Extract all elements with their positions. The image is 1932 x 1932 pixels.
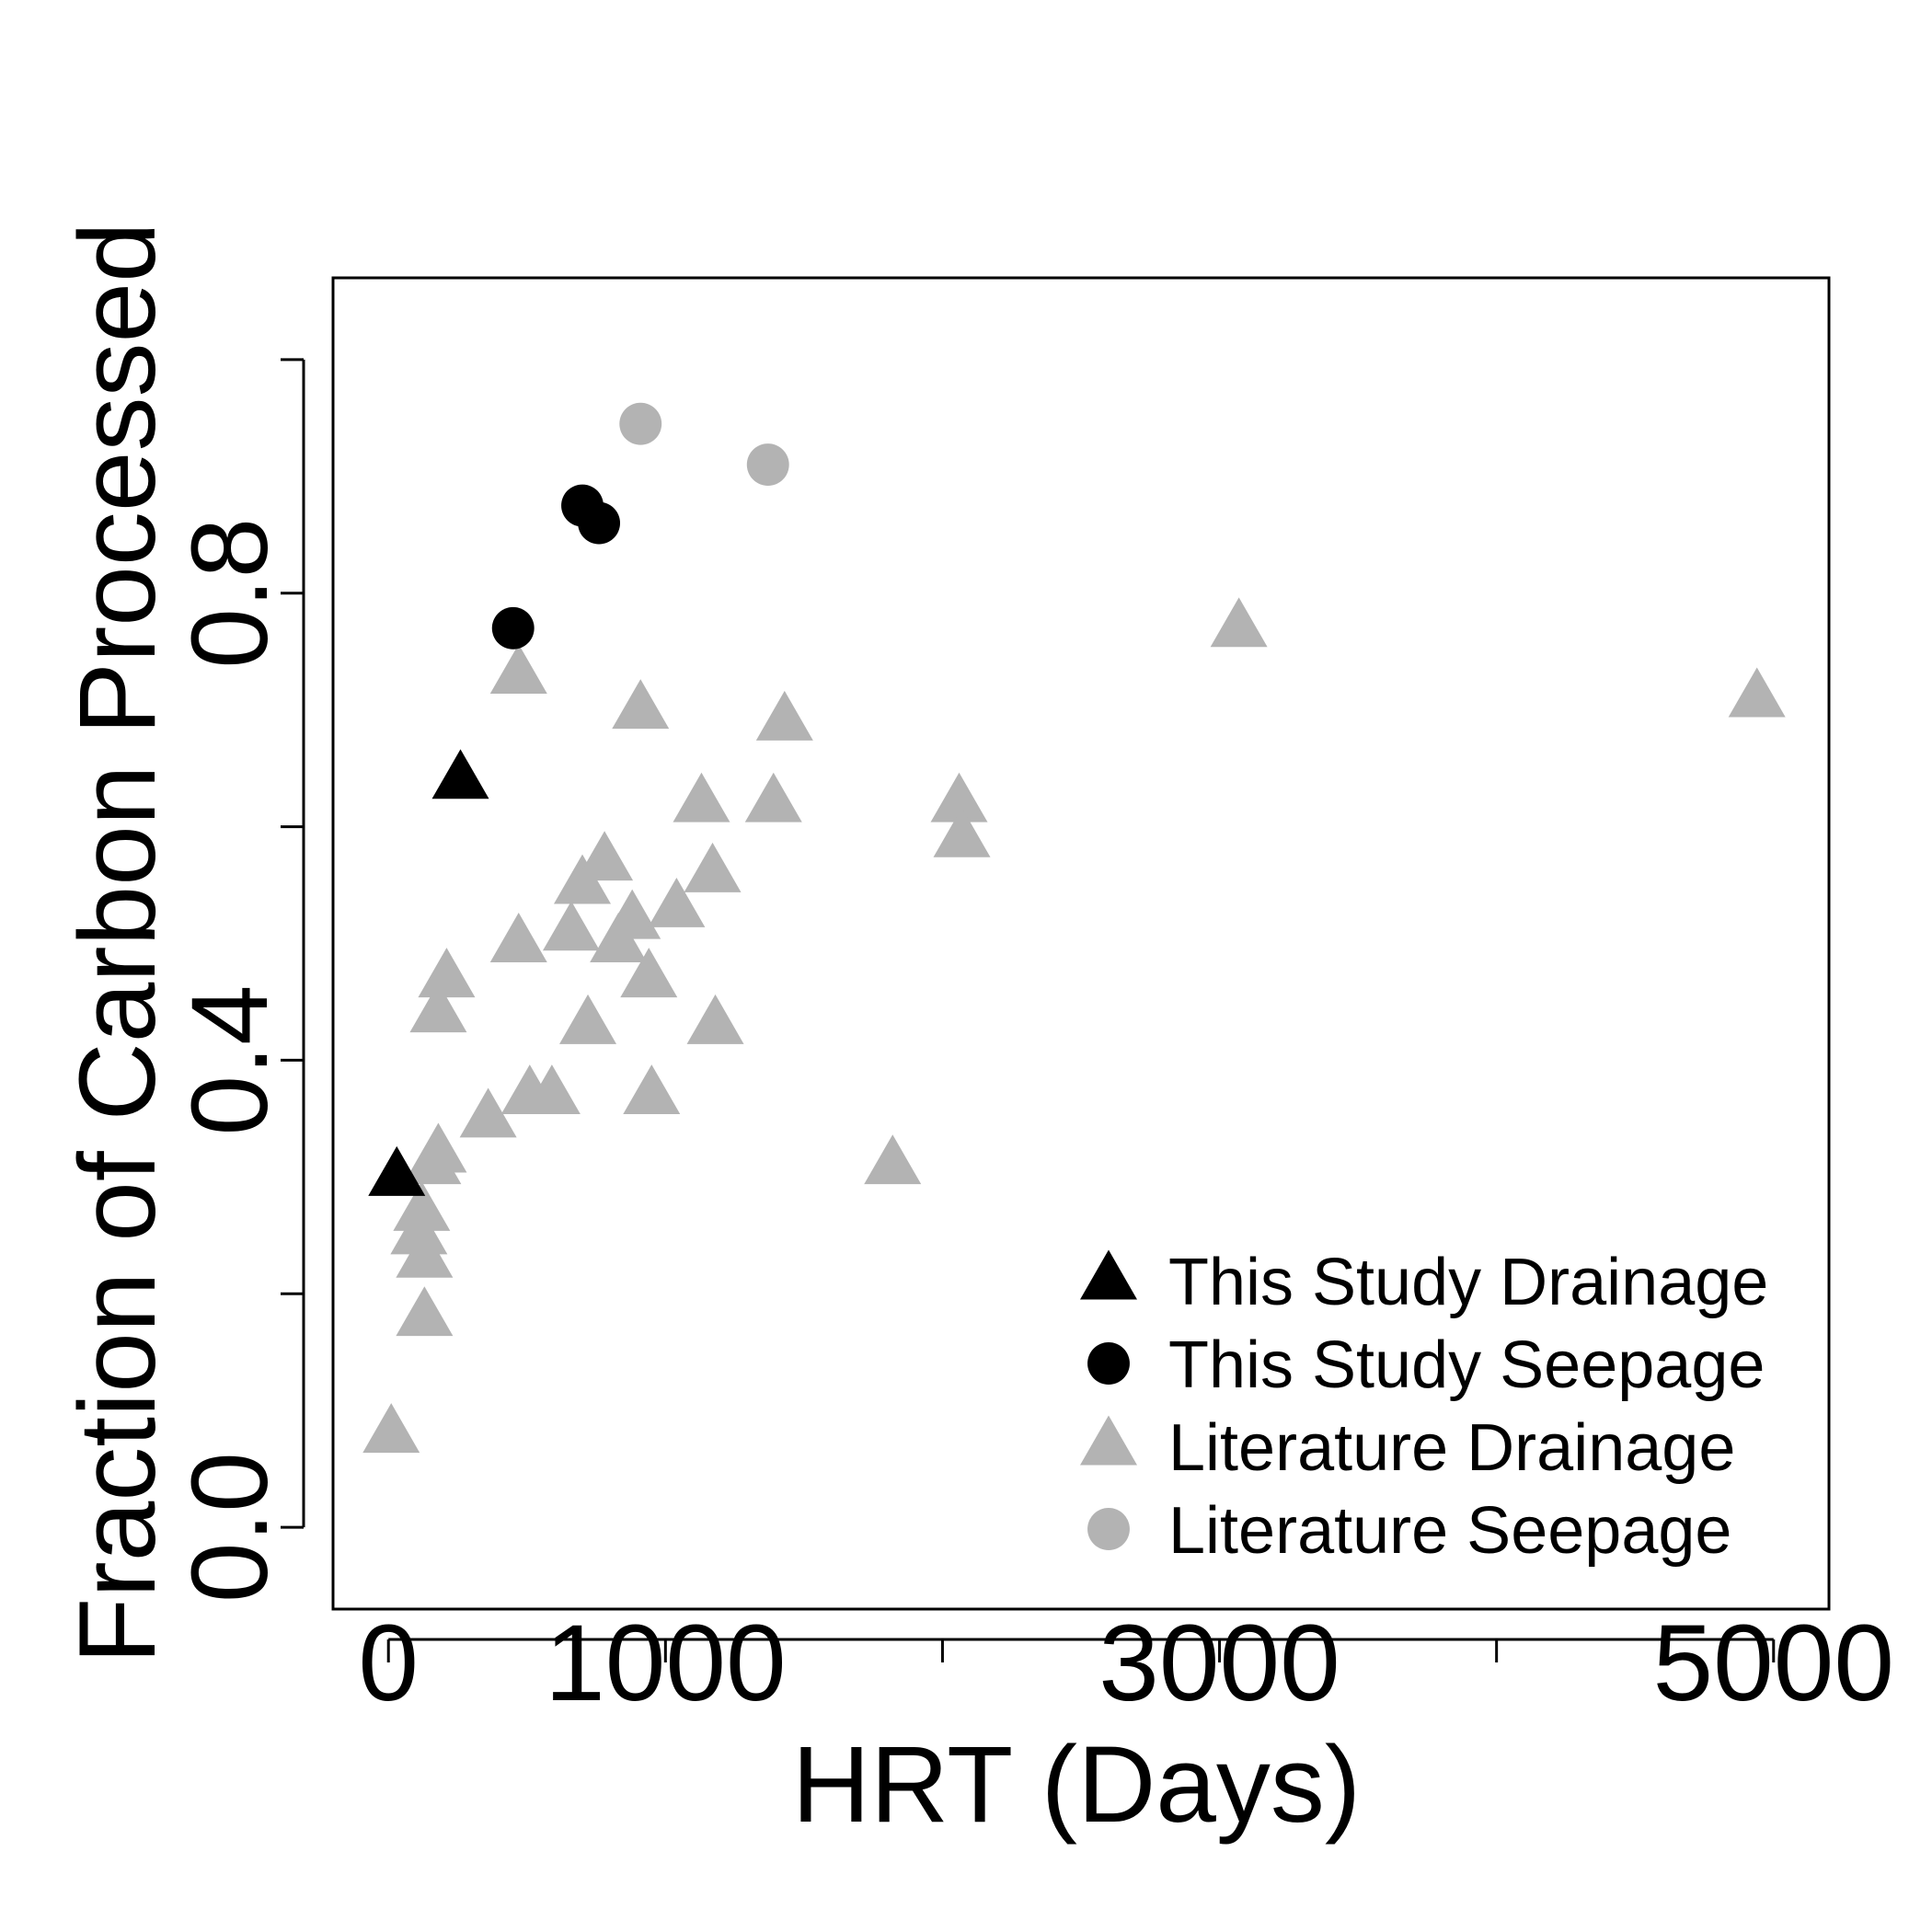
literature-drainage-point — [930, 772, 988, 822]
legend-label-literature-seepage: Literature Seepage — [1168, 1494, 1731, 1568]
x-axis-title: HRT (Days) — [792, 1724, 1361, 1846]
x-tick-label: 1000 — [545, 1603, 787, 1724]
literature-drainage-point — [542, 901, 600, 951]
literature-drainage-point — [673, 772, 730, 822]
y-tick-label: 0.0 — [169, 1452, 291, 1603]
legend: This Study Drainage This Study Seepage Lit… — [1080, 1246, 1768, 1568]
literature-drainage-point — [684, 842, 742, 892]
literature-drainage-point — [686, 994, 744, 1044]
literature-drainage-point — [489, 644, 547, 695]
legend-label-this-study-drainage: This Study Drainage — [1168, 1246, 1768, 1319]
x-tick-label: 0 — [358, 1603, 419, 1724]
literature-drainage-point — [489, 913, 547, 962]
literature-seepage-point — [619, 402, 662, 445]
literature-drainage-point — [755, 690, 813, 741]
y-axis: 0.0 0.4 0.8 — [169, 358, 305, 1603]
legend-label-literature-drainage: Literature Drainage — [1168, 1411, 1735, 1485]
x-tick-label: 3000 — [1098, 1603, 1340, 1724]
literature-drainage-legend-marker — [1080, 1415, 1137, 1466]
literature-drainage-point — [864, 1134, 922, 1185]
literature-drainage-point — [604, 889, 661, 939]
literature-drainage-point — [523, 1064, 581, 1115]
literature-drainage-point — [1728, 667, 1786, 718]
literature-drainage-point — [418, 948, 476, 998]
this-study-seepage-point — [578, 501, 621, 545]
plot-area-frame — [331, 276, 1831, 1611]
literature-drainage-point — [362, 1403, 420, 1454]
data-points — [362, 402, 1786, 1454]
literature-drainage-point — [576, 831, 634, 881]
literature-seepage-point — [746, 443, 789, 487]
literature-drainage-point — [404, 1134, 462, 1185]
literature-drainage-point — [559, 994, 617, 1044]
literature-drainage-point — [648, 877, 706, 927]
y-tick-label: 0.4 — [169, 984, 291, 1135]
y-axis-title: Fraction of Carbon Processed — [57, 222, 178, 1664]
x-tick-label: 5000 — [1653, 1603, 1895, 1724]
this-study-seepage-point — [491, 606, 535, 650]
this-study-seepage-legend-marker — [1087, 1342, 1130, 1385]
this-study-drainage-legend-marker — [1080, 1249, 1137, 1300]
y-tick-label: 0.8 — [169, 518, 291, 669]
this-study-drainage-point — [368, 1145, 426, 1196]
literature-drainage-point — [1210, 597, 1268, 648]
literature-drainage-point — [612, 679, 670, 730]
literature-drainage-point — [393, 1180, 451, 1231]
literature-drainage-point — [409, 983, 467, 1033]
literature-drainage-point — [744, 772, 802, 822]
literature-drainage-point — [933, 807, 991, 857]
literature-drainage-point — [396, 1286, 454, 1337]
literature-drainage-point — [620, 948, 678, 998]
x-axis: 0 1000 3000 5000 — [358, 1603, 1894, 1724]
literature-drainage-point — [623, 1064, 681, 1115]
literature-seepage-legend-marker — [1087, 1508, 1130, 1550]
legend-label-this-study-seepage: This Study Seepage — [1168, 1328, 1765, 1402]
literature-drainage-point — [459, 1087, 517, 1138]
this-study-drainage-point — [431, 749, 489, 799]
